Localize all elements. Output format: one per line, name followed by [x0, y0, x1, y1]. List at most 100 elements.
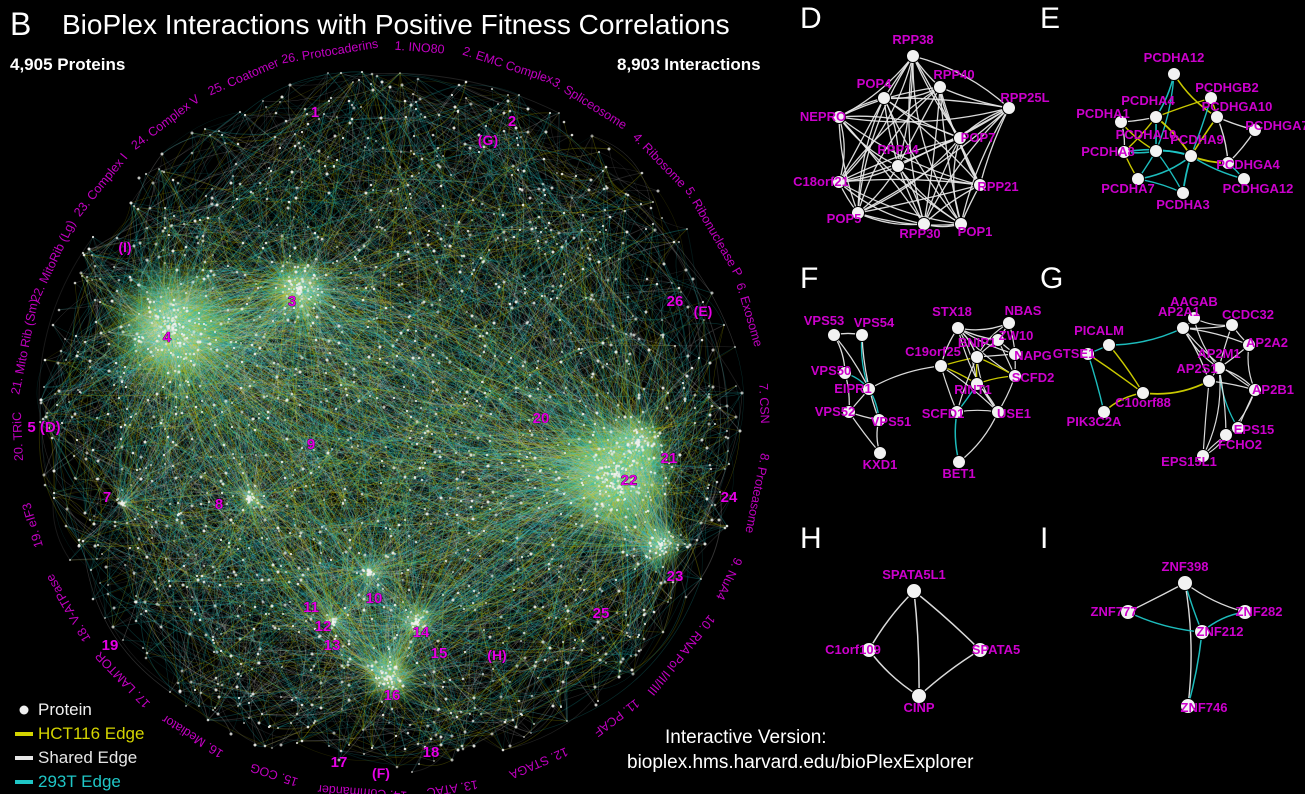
svg-text:24. Complex V: 24. Complex V — [129, 92, 203, 153]
svg-text:ZNF777: ZNF777 — [1091, 604, 1138, 619]
svg-text:2. EMC Complex: 2. EMC Complex — [461, 44, 556, 87]
svg-text:C10orf88: C10orf88 — [1115, 395, 1171, 410]
svg-text:26: 26 — [667, 293, 684, 310]
svg-text:PCDHA12: PCDHA12 — [1144, 50, 1205, 65]
svg-text:PCDHA9: PCDHA9 — [1170, 132, 1223, 147]
svg-text:POP7: POP7 — [961, 130, 996, 145]
svg-text:RPP38: RPP38 — [892, 32, 933, 47]
svg-text:20. TRiC: 20. TRiC — [10, 412, 26, 462]
svg-text:7. CSN: 7. CSN — [756, 383, 772, 424]
svg-text:9. NuA4: 9. NuA4 — [713, 555, 745, 602]
svg-text:21: 21 — [661, 450, 678, 467]
svg-text:17. LAMTOR: 17. LAMTOR — [92, 649, 153, 711]
svg-text:ZNF398: ZNF398 — [1162, 559, 1209, 574]
svg-text:NEPRO: NEPRO — [800, 109, 846, 124]
svg-text:VPS51: VPS51 — [871, 414, 911, 429]
svg-text:2: 2 — [508, 113, 516, 130]
svg-text:13. ATAC: 13. ATAC — [426, 777, 479, 794]
svg-text:ZNF212: ZNF212 — [1197, 624, 1244, 639]
svg-text:19. eIF3: 19. eIF3 — [19, 501, 45, 549]
svg-text:10: 10 — [366, 590, 383, 607]
svg-text:26. Protocaderins: 26. Protocaderins — [280, 37, 379, 67]
svg-text:PCDHGB2: PCDHGB2 — [1195, 80, 1259, 95]
svg-text:PCDHGA12: PCDHGA12 — [1223, 181, 1294, 196]
svg-text:(G): (G) — [478, 132, 498, 148]
svg-text:PCDHGA4: PCDHGA4 — [1216, 157, 1280, 172]
svg-text:GTSE1: GTSE1 — [1053, 346, 1096, 361]
svg-text:PICALM: PICALM — [1074, 323, 1124, 338]
svg-text:18: 18 — [423, 744, 440, 761]
svg-text:C19orf25: C19orf25 — [905, 344, 961, 359]
svg-text:9: 9 — [307, 436, 315, 453]
svg-text:8: 8 — [215, 496, 223, 513]
svg-text:CCDC32: CCDC32 — [1222, 307, 1274, 322]
svg-text:7: 7 — [103, 489, 111, 506]
svg-text:NAPG: NAPG — [1014, 348, 1052, 363]
svg-text:4. Ribosome: 4. Ribosome — [630, 130, 689, 190]
svg-text:EPS15: EPS15 — [1234, 422, 1274, 437]
svg-text:POP5: POP5 — [827, 211, 862, 226]
svg-text:17: 17 — [331, 754, 348, 771]
svg-text:PIK3C2A: PIK3C2A — [1067, 414, 1123, 429]
svg-text:RPP14: RPP14 — [877, 142, 919, 157]
svg-text:10. RNA Pol I/II/III: 10. RNA Pol I/II/III — [645, 612, 718, 698]
svg-text:(E): (E) — [694, 303, 713, 319]
svg-text:BNIP1: BNIP1 — [958, 335, 996, 350]
svg-text:NBAS: NBAS — [1005, 303, 1042, 318]
svg-text:14. Commander: 14. Commander — [317, 782, 407, 794]
svg-text:PCDHA10: PCDHA10 — [1116, 127, 1177, 142]
svg-text:5 (D): 5 (D) — [27, 419, 60, 436]
svg-text:14: 14 — [413, 624, 430, 641]
svg-text:EPS15L1: EPS15L1 — [1161, 454, 1217, 469]
svg-text:KXD1: KXD1 — [863, 457, 898, 472]
svg-text:3. Spliceosome: 3. Spliceosome — [550, 75, 630, 132]
svg-text:RPP25L: RPP25L — [1000, 90, 1049, 105]
svg-text:22: 22 — [621, 472, 638, 489]
svg-text:C18orf21: C18orf21 — [793, 174, 849, 189]
svg-text:C1orf109: C1orf109 — [825, 642, 881, 657]
svg-text:25: 25 — [593, 605, 610, 622]
svg-text:3: 3 — [288, 293, 296, 310]
svg-text:11. PCAF: 11. PCAF — [591, 696, 642, 740]
svg-text:19: 19 — [102, 637, 119, 654]
svg-text:VPS52: VPS52 — [815, 404, 855, 419]
svg-text:BET1: BET1 — [942, 466, 975, 481]
svg-text:SCFD1: SCFD1 — [922, 406, 965, 421]
svg-text:PCDHGA7: PCDHGA7 — [1245, 118, 1305, 133]
svg-text:ZW10: ZW10 — [999, 328, 1034, 343]
svg-text:16: 16 — [384, 687, 401, 704]
svg-text:AP2S1: AP2S1 — [1176, 361, 1217, 376]
svg-text:15. COG: 15. COG — [248, 760, 299, 789]
svg-text:SPATA5: SPATA5 — [972, 642, 1020, 657]
svg-text:AAGAB: AAGAB — [1170, 294, 1218, 309]
svg-text:RPP40: RPP40 — [933, 67, 974, 82]
svg-text:12. STAGA: 12. STAGA — [507, 744, 570, 782]
svg-text:(F): (F) — [372, 765, 390, 781]
svg-text:AP2B1: AP2B1 — [1252, 382, 1294, 397]
svg-text:CINP: CINP — [903, 700, 934, 715]
svg-text:PCDHGA10: PCDHGA10 — [1202, 99, 1273, 114]
svg-text:VPS50: VPS50 — [811, 363, 851, 378]
svg-text:RINT1: RINT1 — [954, 382, 992, 397]
svg-text:25. Coatomer: 25. Coatomer — [206, 56, 281, 99]
svg-text:VPS54: VPS54 — [854, 315, 895, 330]
svg-text:ZNF746: ZNF746 — [1181, 700, 1228, 715]
svg-text:EIPR1: EIPR1 — [834, 381, 872, 396]
svg-text:SCFD2: SCFD2 — [1012, 370, 1055, 385]
svg-text:13: 13 — [324, 637, 341, 654]
svg-text:15: 15 — [431, 645, 448, 662]
svg-text:1: 1 — [311, 104, 319, 121]
svg-text:PCDHA8: PCDHA8 — [1081, 144, 1134, 159]
svg-text:20: 20 — [533, 410, 550, 427]
svg-text:PCDHA1: PCDHA1 — [1076, 106, 1129, 121]
svg-text:5. Ribonuclease P: 5. Ribonuclease P — [682, 185, 745, 280]
svg-text:FCHO2: FCHO2 — [1218, 437, 1262, 452]
svg-text:POP1: POP1 — [958, 224, 993, 239]
svg-text:(H): (H) — [487, 647, 506, 663]
svg-text:8. Proteasome: 8. Proteasome — [742, 452, 772, 535]
svg-text:SPATA5L1: SPATA5L1 — [882, 567, 946, 582]
svg-text:23. Complex I: 23. Complex I — [71, 151, 130, 220]
svg-text:RPP21: RPP21 — [977, 179, 1018, 194]
svg-text:4: 4 — [163, 329, 172, 346]
svg-text:VPS53: VPS53 — [804, 313, 844, 328]
